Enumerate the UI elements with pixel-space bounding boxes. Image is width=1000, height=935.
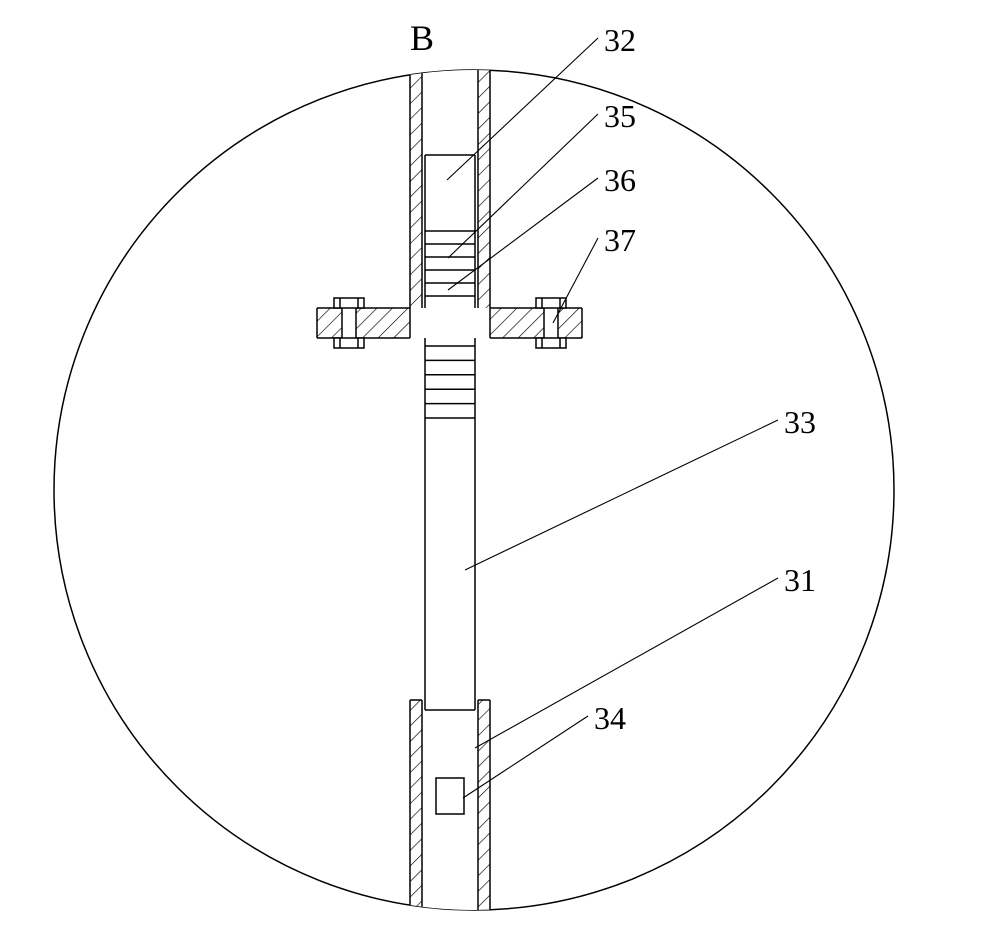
- callout-label-32: 32: [604, 22, 636, 59]
- callout-label-37: 37: [604, 222, 636, 259]
- callout-label-35: 35: [604, 98, 636, 135]
- diagram-canvas: B 32 35 36 37 33 31 34: [0, 0, 1000, 935]
- callout-label-34: 34: [594, 700, 626, 737]
- diagram-title: B: [410, 18, 434, 58]
- callout-label-36: 36: [604, 162, 636, 199]
- technical-drawing: B: [0, 0, 1000, 935]
- drawing-body: B: [54, 18, 894, 910]
- callout-label-33: 33: [784, 404, 816, 441]
- callout-label-31: 31: [784, 562, 816, 599]
